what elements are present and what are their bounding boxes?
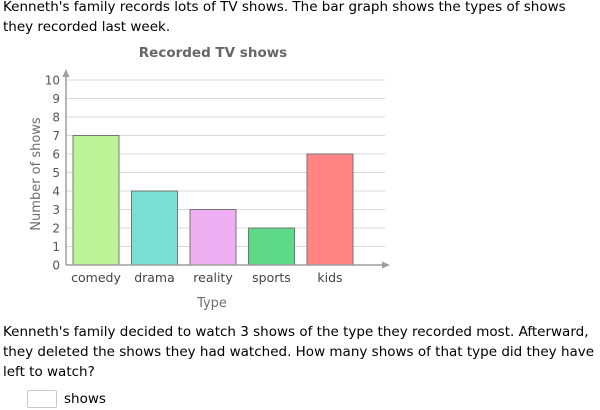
answer-input[interactable] [27, 390, 57, 408]
bars [72, 135, 354, 266]
x-tick-label-reality: reality [193, 270, 233, 285]
x-tick-label-comedy: comedy [71, 270, 121, 285]
answer-row: shows [27, 388, 106, 410]
y-tick-label: 1 [52, 240, 60, 254]
x-axis-label: Type [196, 296, 227, 311]
x-tick-label-sports: sports [252, 270, 291, 285]
y-tick-label: 3 [52, 203, 60, 217]
y-tick-label: 7 [52, 129, 60, 143]
bar-drama [131, 190, 178, 266]
answer-unit-label: shows [64, 391, 106, 407]
bar-kids [306, 153, 354, 266]
question-prompt: Kenneth's family decided to watch 3 show… [3, 324, 595, 380]
bar-sports [248, 227, 295, 266]
y-tick-label: 0 [52, 259, 60, 273]
bar-comedy [72, 135, 120, 266]
y-tick-label: 8 [52, 111, 60, 125]
x-tick-label-kids: kids [317, 270, 342, 285]
question-intro: Kenneth's family records lots of TV show… [3, 0, 566, 35]
y-tick-label: 6 [52, 148, 60, 162]
x-axis-arrow [382, 261, 390, 269]
y-axis-label: Number of shows [29, 117, 44, 231]
y-tick-label: 10 [45, 74, 60, 88]
y-axis-arrow [62, 69, 70, 77]
y-tick-labels: 0 1 2 3 4 5 6 7 8 9 10 [45, 74, 60, 273]
x-tick-label-drama: drama [134, 270, 175, 285]
chart-title: Recorded TV shows [139, 45, 287, 61]
y-tick-label: 4 [52, 185, 60, 199]
x-tick-labels: comedy drama reality sports kids [71, 270, 342, 285]
axes [62, 69, 390, 269]
y-tick-label: 9 [52, 92, 60, 106]
y-tick-label: 2 [52, 222, 60, 236]
bar-reality [189, 209, 237, 266]
bar-chart: Recorded TV shows 0 1 2 3 4 5 6 7 8 9 10 comedy dra… [29, 45, 390, 311]
y-tick-label: 5 [52, 166, 60, 180]
